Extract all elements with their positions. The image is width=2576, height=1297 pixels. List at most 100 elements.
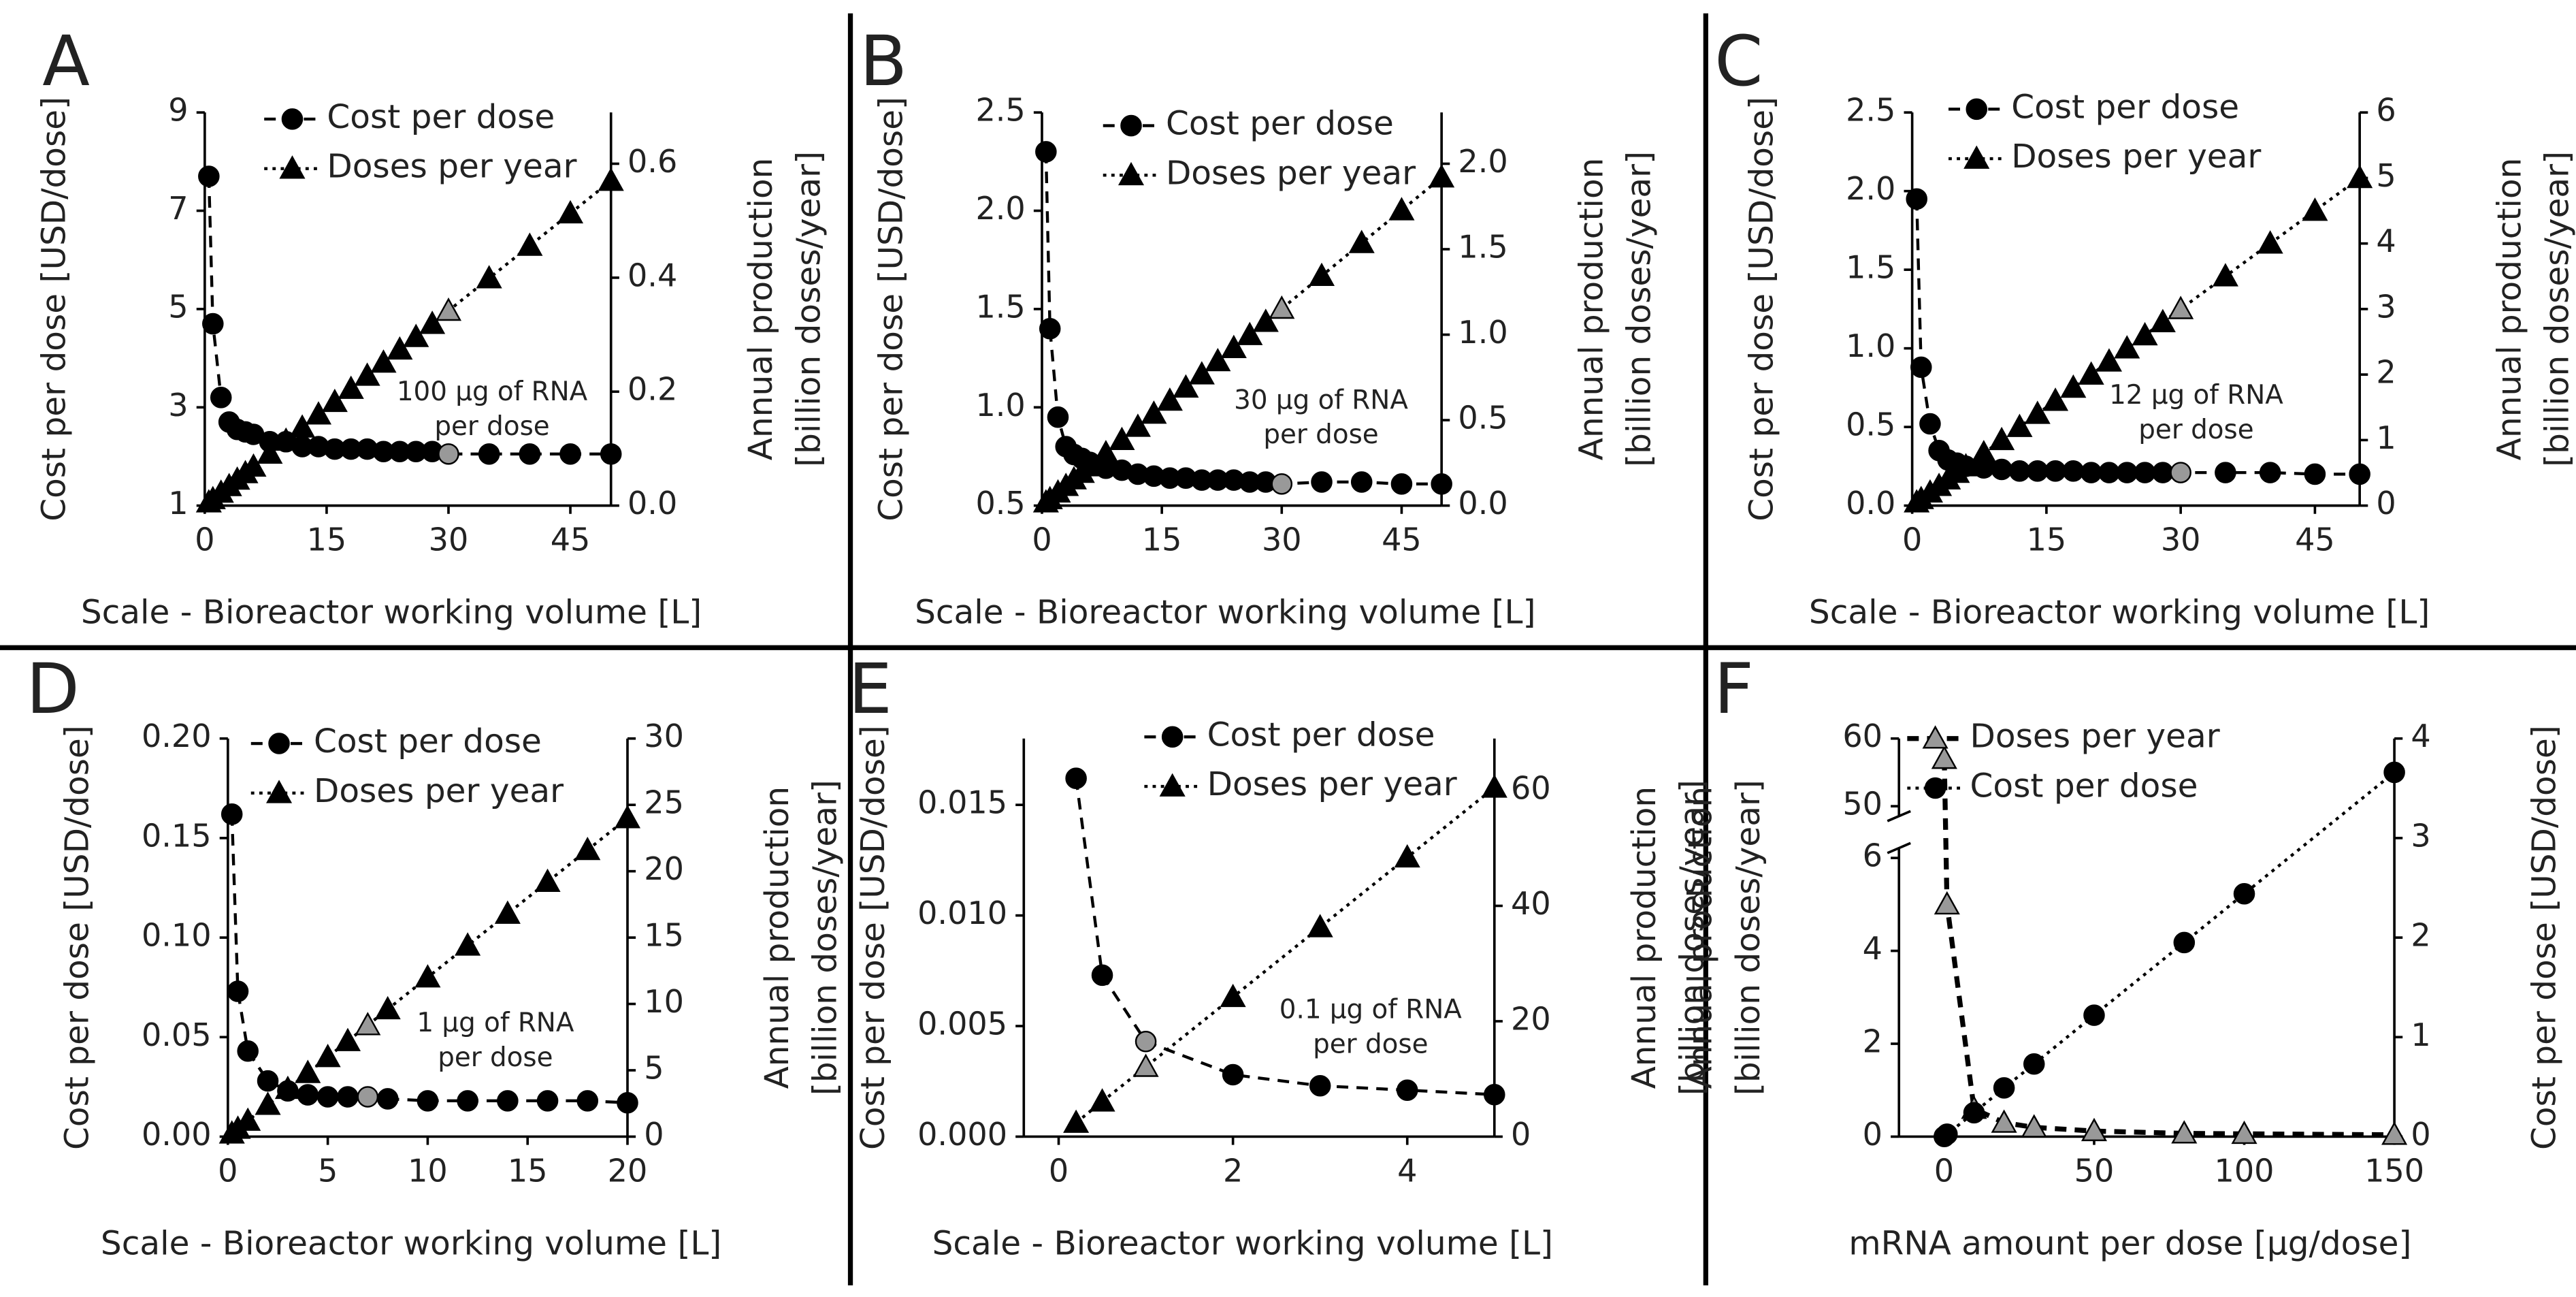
data-point	[1931, 746, 1957, 769]
data-point	[289, 414, 316, 438]
y2-tick-label: 3	[2411, 817, 2430, 854]
data-point	[1934, 891, 1960, 915]
data-point	[478, 443, 500, 465]
x-tick-label: 20	[608, 1152, 648, 1189]
annotation: per dose	[438, 1042, 553, 1073]
data-point	[2078, 361, 2104, 385]
x-axis-label: Scale - Bioreactor working volume [L]	[1809, 594, 2430, 632]
data-point	[1989, 426, 2015, 451]
y2-tick-label: 30	[644, 718, 684, 754]
data-point	[374, 995, 401, 1020]
data-point	[305, 401, 332, 425]
data-point	[2044, 460, 2066, 482]
data-point	[1222, 1063, 1244, 1086]
data-point	[1039, 318, 1061, 340]
y2-tick-label: 0	[1511, 1116, 1531, 1153]
series-line	[1045, 176, 1443, 504]
y-tick-label: 2.0	[975, 190, 1025, 227]
y2-axis-label: [billion doses/year]	[1620, 151, 1659, 467]
legend-label: Doses per year	[2011, 138, 2261, 176]
x-tick-label: 4	[1397, 1152, 1417, 1189]
x-axis-label: mRNA amount per dose [µg/dose]	[1848, 1225, 2411, 1263]
data-point	[1092, 440, 1119, 464]
data-point	[2171, 1120, 2198, 1144]
data-point	[1308, 262, 1335, 286]
legend-label: Cost per dose	[1166, 105, 1394, 143]
x-tick-label: 50	[2074, 1152, 2115, 1189]
x-tick-label: 10	[408, 1152, 448, 1189]
data-point	[2231, 1120, 2257, 1144]
y2-tick-label: 25	[644, 784, 684, 821]
data-point	[559, 443, 581, 465]
data-point	[1388, 197, 1415, 221]
data-point	[1484, 1083, 1505, 1106]
legend-label: Doses per year	[314, 772, 564, 810]
x-tick-label: 100	[2215, 1152, 2275, 1189]
data-point	[2114, 335, 2140, 359]
data-point	[1109, 426, 1135, 451]
data-point	[2134, 462, 2156, 483]
data-point	[2381, 1121, 2408, 1145]
y2-tick-label: 4	[2411, 718, 2430, 754]
y2-tick-label: 2.0	[1458, 143, 1507, 180]
legend-label: Cost per dose	[2011, 88, 2239, 126]
x-tick-label: 150	[2364, 1152, 2424, 1189]
y2-axis-label: Annual production	[758, 786, 796, 1089]
data-point	[1156, 387, 1183, 411]
data-point	[2008, 460, 2031, 482]
data-point	[2173, 931, 2196, 954]
data-point	[2083, 1004, 2105, 1026]
data-point	[355, 1012, 381, 1036]
data-point	[1348, 229, 1375, 253]
data-point	[1963, 1102, 1985, 1124]
y-tick-label: 0	[1863, 1116, 1882, 1153]
panel-letter: E	[848, 649, 892, 730]
y2-tick-label: 2	[2411, 917, 2430, 954]
data-point	[1307, 914, 1333, 938]
legend-marker	[1963, 145, 1990, 169]
data-point	[337, 1086, 359, 1108]
data-point	[574, 836, 601, 861]
data-point	[2096, 348, 2122, 372]
legend-label: Cost per dose	[314, 722, 542, 760]
data-point	[2302, 197, 2328, 221]
y2-tick-label: 0.4	[627, 257, 677, 293]
data-point	[419, 310, 446, 334]
data-point	[334, 1027, 361, 1051]
legend-marker	[1922, 725, 1949, 749]
data-point	[387, 336, 413, 360]
data-point	[210, 387, 232, 409]
y2-tick-label: 0.0	[1458, 485, 1507, 522]
legend-marker	[1966, 98, 1988, 121]
y-tick-label: 0.5	[975, 485, 1025, 522]
panel-letter: B	[860, 21, 907, 102]
annotation: 30 µg of RNA	[1234, 385, 1408, 415]
y2-tick-label: 0	[2411, 1116, 2430, 1153]
y2-axis-label: Annual production	[742, 158, 780, 461]
legend-label: Cost per dose	[1970, 767, 2198, 805]
data-point	[1220, 983, 1246, 1008]
x-tick-label: 0	[218, 1152, 238, 1189]
y2-tick-label: 0.6	[627, 143, 677, 180]
y-tick-label: 6	[1863, 837, 1882, 874]
data-point	[314, 1044, 341, 1068]
data-point	[2170, 462, 2191, 483]
legend-marker	[1161, 726, 1184, 748]
data-point	[1481, 774, 1507, 798]
y2-axis-label: Annual production	[1625, 786, 1663, 1089]
data-point	[1035, 141, 1057, 163]
annotation: per dose	[1263, 419, 1378, 450]
data-point	[2259, 462, 2281, 483]
data-point	[576, 1090, 599, 1112]
y-axis-label: Cost per dose [USD/dose]	[854, 725, 892, 1150]
y-tick-label: 7	[168, 190, 188, 227]
y-axis-label: Cost per dose [USD/dose]	[873, 97, 911, 522]
y2-tick-label: 15	[644, 917, 684, 954]
data-point	[2212, 263, 2238, 287]
y-tick-label: 50	[1842, 786, 1882, 822]
y2-tick-label: 1.0	[1458, 314, 1507, 351]
y-tick-label: 1.0	[1846, 327, 1895, 364]
data-point	[2233, 883, 2255, 905]
data-point	[617, 1091, 638, 1114]
